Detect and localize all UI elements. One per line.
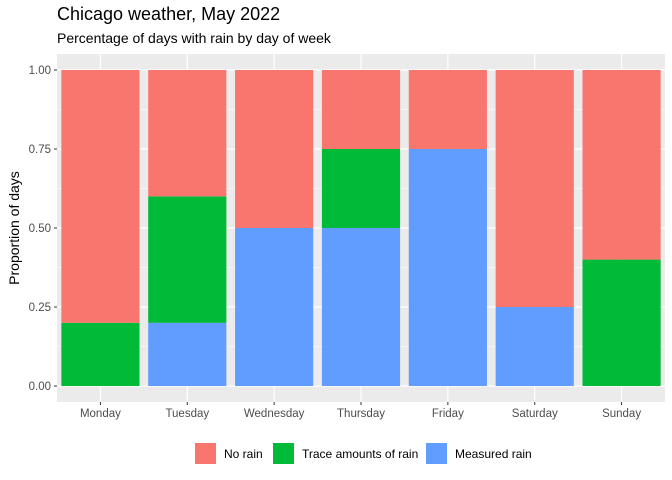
legend-label-trace-amounts-of-rain: Trace amounts of rain <box>302 447 418 461</box>
legend-key-measured-rain <box>426 443 447 464</box>
chart-title: Chicago weather, May 2022 <box>57 4 280 24</box>
bar-tuesday-no-rain <box>148 70 227 197</box>
x-tick-label: Friday <box>432 408 464 420</box>
bar-friday-no-rain <box>408 70 487 149</box>
bar-tuesday-measured-rain <box>148 322 227 386</box>
x-tick-label: Tuesday <box>165 408 209 420</box>
bar-friday-measured-rain <box>408 149 487 386</box>
bar-saturday-measured-rain <box>495 307 574 386</box>
legend-label-measured-rain: Measured rain <box>455 447 532 461</box>
x-tick-label: Wednesday <box>244 408 305 420</box>
y-tick-label: 1.00 <box>29 65 51 77</box>
bar-wednesday-no-rain <box>235 70 314 228</box>
y-tick-label: 0.25 <box>29 302 51 314</box>
y-axis-title: Proportion of days <box>6 171 22 285</box>
legend: No rain Trace amounts of rain Measured rai… <box>195 443 532 464</box>
y-tick-label: 0.75 <box>29 144 51 156</box>
bar-monday-trace-amounts-of-rain <box>61 322 140 386</box>
bar-sunday-no-rain <box>582 70 661 260</box>
bar-sunday-trace-amounts-of-rain <box>582 259 661 386</box>
bar-monday-no-rain <box>61 70 140 323</box>
bar-thursday-trace-amounts-of-rain <box>321 149 401 228</box>
x-tick-label: Monday <box>80 408 121 420</box>
x-tick-label: Saturday <box>512 408 558 420</box>
legend-key-no-rain <box>195 443 216 464</box>
bar-thursday-no-rain <box>321 70 401 149</box>
bars <box>61 70 661 386</box>
y-tick-label: 0.50 <box>29 223 51 235</box>
x-tick-label: Sunday <box>602 408 641 420</box>
bar-saturday-no-rain <box>495 70 574 307</box>
legend-label-no-rain: No rain <box>224 447 263 461</box>
x-tick-label: Thursday <box>337 408 385 420</box>
bar-tuesday-trace-amounts-of-rain <box>148 196 227 323</box>
y-axis: 0.00 0.25 0.50 0.75 1.00 <box>29 65 57 393</box>
bar-thursday-measured-rain <box>321 228 401 386</box>
chart-subtitle: Percentage of days with rain by day of w… <box>57 30 332 46</box>
y-tick-label: 0.00 <box>29 381 51 393</box>
legend-key-trace-amounts-of-rain <box>273 443 294 464</box>
x-axis: Monday Tuesday Wednesday Thursday Friday Satu… <box>80 402 641 420</box>
bar-wednesday-measured-rain <box>235 228 314 386</box>
